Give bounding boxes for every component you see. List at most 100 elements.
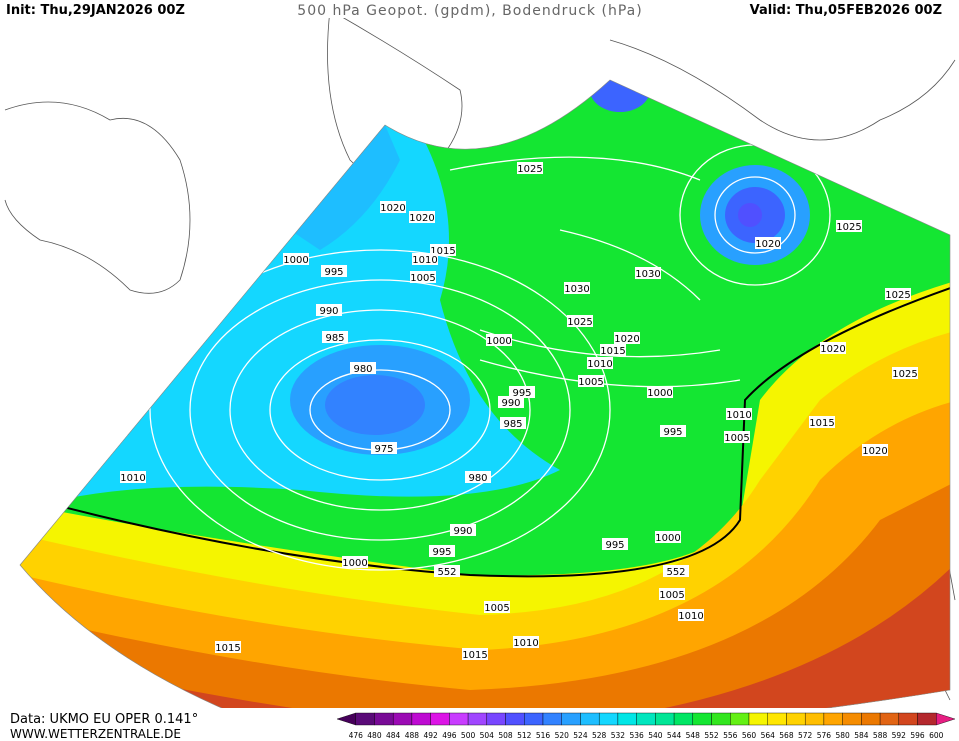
colorbar: 476 480 484 488 492 496 500 504 508 512 516 520 524 5… (336, 712, 956, 740)
colorbar-label: 504 (480, 731, 495, 740)
isobar-label-box (600, 344, 626, 356)
colorbar-label: 564 (761, 731, 776, 740)
colorbar-label: 596 (910, 731, 925, 740)
isobar-label: 1005 (578, 377, 603, 388)
colorbar-label: 572 (798, 731, 813, 740)
colorbar-label: 520 (555, 731, 570, 740)
colorbar-cell (786, 712, 806, 726)
colorbar-cell (542, 712, 562, 726)
colorbar-label: 560 (742, 731, 757, 740)
isobar-label: 995 (432, 547, 451, 558)
isobar-label: 1010 (120, 473, 145, 484)
isobar-label: 1015 (430, 246, 455, 257)
isobar-label-box (380, 201, 406, 213)
isobar-label-box (862, 444, 888, 456)
isobar-label: 1020 (409, 213, 434, 224)
isobar-label-box (321, 265, 347, 277)
isobar-label-box (484, 601, 510, 613)
isobar-label: 1020 (755, 239, 780, 250)
isobar-label-box (587, 357, 613, 369)
isobar-label: 1030 (564, 284, 589, 295)
isobar-label-box (371, 442, 397, 454)
isobar-label: 990 (501, 398, 520, 409)
isobar-label-box (755, 237, 781, 249)
colorbar-label: 512 (517, 731, 532, 740)
colorbar-cell (861, 712, 881, 726)
colorbar-arrow (936, 712, 956, 726)
isobar-label: 1005 (410, 273, 435, 284)
colorbar-label: 536 (629, 731, 644, 740)
isobar-label: 990 (453, 526, 472, 537)
isobar-label-box (450, 524, 476, 536)
colorbar-label: 516 (536, 731, 551, 740)
isobar-label-box (820, 342, 846, 354)
colorbar-label: 480 (367, 731, 382, 740)
isobar-label-box (316, 304, 342, 316)
isobar-label: 1010 (587, 359, 612, 370)
isobar-label: 1010 (678, 611, 703, 622)
isobar-label-box (513, 636, 539, 648)
valid-time: Valid: Thu,05FEB2026 00Z (750, 3, 942, 18)
isobar-label-box (885, 288, 911, 300)
isobar-label: 1000 (647, 388, 672, 399)
colorbar-label: 492 (423, 731, 438, 740)
colorbar-cell (898, 712, 918, 726)
colorbar-label: 584 (854, 731, 869, 740)
isobar-label-box (655, 531, 681, 543)
isobar-label-box (517, 162, 543, 174)
isobar-label-box (635, 267, 661, 279)
colorbar-label: 500 (461, 731, 476, 740)
isobar-label: 1000 (486, 336, 511, 347)
isobar-label-box (462, 648, 488, 660)
colorbar-cell (617, 712, 637, 726)
isobar-label: 980 (468, 473, 487, 484)
isobar-label-box (659, 588, 685, 600)
isobar-label: 1010 (726, 410, 751, 421)
colorbar-cell (486, 712, 506, 726)
colorbar-cell (355, 712, 375, 726)
isobar-label-box (283, 253, 309, 265)
isobar-label-box (509, 386, 535, 398)
colorbar-cell (467, 712, 488, 726)
isobar-label: 1005 (484, 603, 509, 614)
isobar-label: 1000 (283, 255, 308, 266)
colorbar-cell (449, 712, 469, 726)
isobar-label-box (724, 431, 750, 443)
colorbar-cell (917, 712, 937, 726)
map-title: 500 hPa Geopot. (gpdm), Bodendruck (hPa) (297, 3, 642, 19)
colorbar-label: 476 (349, 731, 364, 740)
isobar-label-box (567, 315, 593, 327)
colorbar-label: 484 (386, 731, 401, 740)
isobar-label-box (602, 538, 628, 550)
isobar-label: 1000 (342, 558, 367, 569)
colorbar-cell (561, 712, 581, 726)
isobar-label-box (564, 282, 590, 294)
colorbar-label: 600 (929, 731, 944, 740)
isobar-label-box (342, 556, 368, 568)
isobar-label: 975 (374, 444, 393, 455)
isobar-label-box (678, 609, 704, 621)
isobar-label: 1015 (809, 418, 834, 429)
colorbar-cell (842, 712, 862, 726)
isobar-label: 990 (319, 306, 338, 317)
isobar-label-box (120, 471, 146, 483)
isobar-label: 980 (353, 364, 372, 375)
isobar-label: 985 (325, 333, 344, 344)
colorbar-cell (823, 712, 843, 726)
isobar-label-box (215, 641, 241, 653)
isobar-label: 1025 (892, 369, 917, 380)
isobar-label: 1025 (885, 290, 910, 301)
isobar-label-box (726, 408, 752, 420)
isobar-label: 995 (663, 427, 682, 438)
isobar-label: 552 (437, 567, 456, 578)
colorbar-label: 556 (723, 731, 738, 740)
init-time: Init: Thu,29JAN2026 00Z (6, 3, 185, 18)
isobar-label: 1020 (614, 334, 639, 345)
isobar-label: 1015 (215, 643, 240, 654)
colorbar-cell (711, 712, 731, 726)
isobar-label-box (486, 334, 512, 346)
isobar-label: 1015 (462, 650, 487, 661)
colorbar-label: 568 (779, 731, 794, 740)
